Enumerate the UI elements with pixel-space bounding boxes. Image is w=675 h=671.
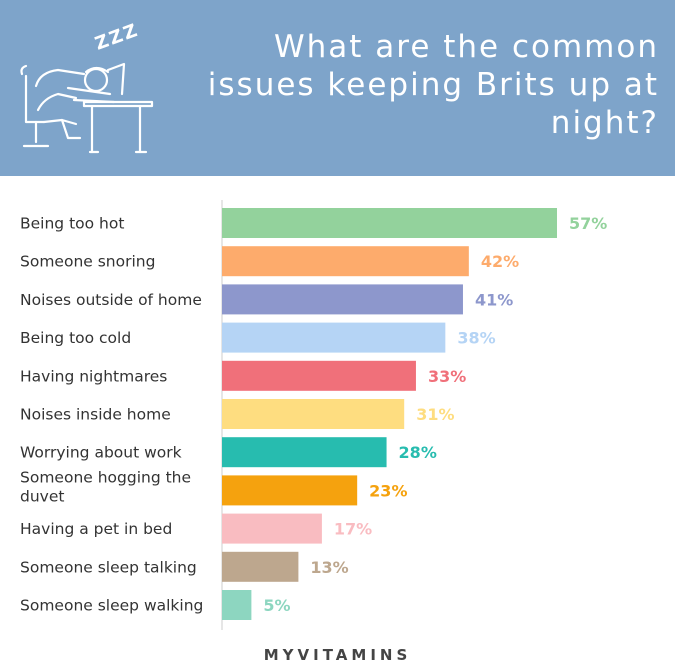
bar-chart: Being too hot 57% Someone snoring 42% Noises… — [20, 200, 607, 630]
category-label: Having a pet in bed — [20, 520, 172, 538]
bar-4 — [222, 360, 416, 391]
value-label: 5% — [263, 596, 290, 615]
header-banner: ZZZ What are the common issues keeping B… — [0, 0, 675, 176]
bar-5 — [222, 399, 405, 429]
brand-logo: MYVITAMINS — [263, 646, 412, 664]
bar-1 — [222, 246, 469, 277]
category-label: Someone snoring — [20, 253, 155, 271]
value-label: 38% — [457, 329, 495, 348]
value-label: 17% — [334, 520, 372, 539]
chart-title: What are the common issues keeping Brits… — [207, 29, 659, 141]
bar-9 — [222, 551, 299, 582]
value-label: 57% — [569, 214, 607, 233]
bar-8 — [222, 513, 322, 544]
value-label: 31% — [416, 405, 454, 424]
category-label: Noises outside of home — [20, 291, 202, 309]
bar-7 — [222, 475, 358, 506]
value-label: 13% — [310, 558, 348, 577]
category-label: Someone sleep walking — [20, 597, 203, 615]
value-label: 33% — [428, 367, 466, 386]
value-label: 42% — [481, 252, 519, 271]
value-label: 41% — [475, 290, 513, 309]
category-label: Someone hogging the duvet — [20, 468, 191, 505]
bar-0 — [222, 208, 557, 238]
category-label: Worrying about work — [20, 444, 182, 462]
bar-10 — [222, 590, 252, 620]
bar-6 — [222, 437, 387, 468]
bar-2 — [222, 284, 463, 315]
sleeping-at-desk-icon: ZZZ — [20, 20, 154, 154]
value-label: 23% — [369, 481, 407, 500]
value-label: 28% — [399, 443, 437, 462]
zzz-text: ZZZ — [92, 20, 142, 55]
category-label: Noises inside home — [20, 406, 171, 424]
category-label: Someone sleep talking — [20, 558, 197, 576]
bar-3 — [222, 322, 446, 353]
category-label: Being too cold — [20, 329, 131, 347]
category-label: Being too hot — [20, 215, 124, 233]
category-label: Having nightmares — [20, 367, 167, 385]
